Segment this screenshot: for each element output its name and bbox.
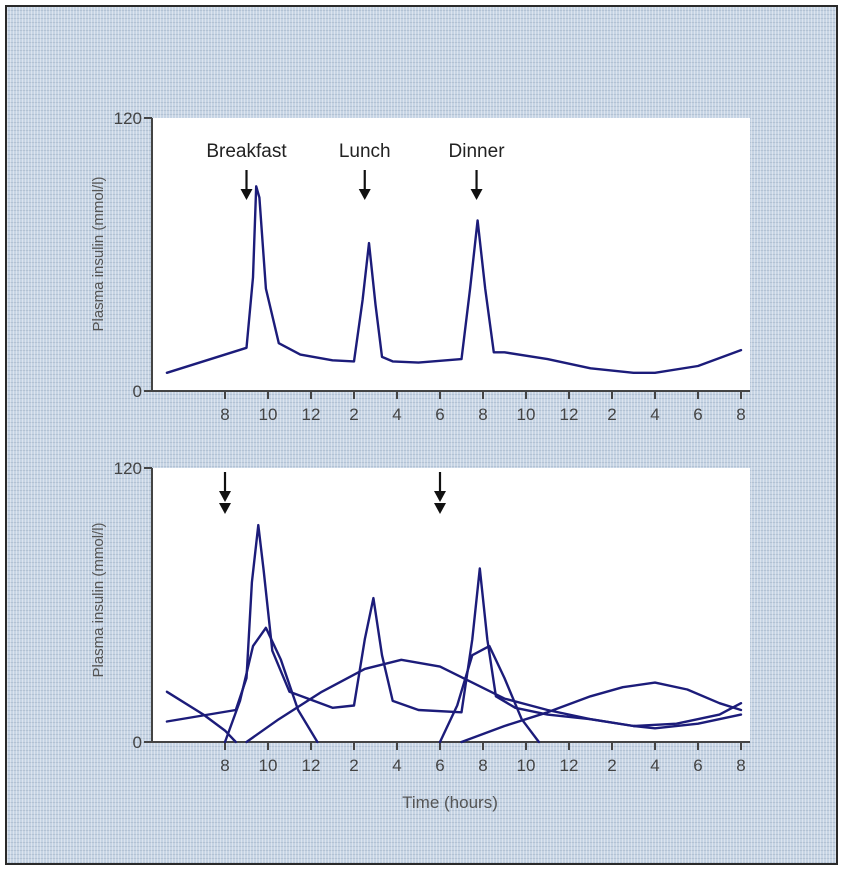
x-tick-label: 6 bbox=[693, 756, 702, 775]
series-line-1 bbox=[165, 185, 743, 374]
series-line-6 bbox=[460, 681, 743, 744]
plot-area bbox=[152, 118, 750, 391]
meal-label: Breakfast bbox=[206, 141, 287, 162]
meal-label: Dinner bbox=[449, 141, 506, 162]
arrow-head bbox=[219, 491, 231, 502]
arrow-head bbox=[434, 503, 446, 514]
y-tick-label: 0 bbox=[133, 733, 142, 752]
annotation-1 bbox=[219, 472, 231, 514]
x-tick-label: 2 bbox=[349, 405, 358, 424]
chart-panel-1: 0 120 8 10 12 2 4 6 8 10 12 2 4 6 8 Plasma insulin (mmo… bbox=[90, 109, 750, 424]
x-tick-label: 6 bbox=[435, 756, 444, 775]
chart-panel-2: 0 120 8 10 12 2 4 6 8 10 12 2 4 6 8 Plasma insulin (mmo… bbox=[90, 459, 750, 812]
x-tick-label: 8 bbox=[736, 756, 745, 775]
y-axis-title: Plasma insulin (mmol/l) bbox=[90, 522, 107, 677]
x-tick-label: 2 bbox=[607, 756, 616, 775]
x-tick-label: 6 bbox=[435, 405, 444, 424]
x-tick-label: 8 bbox=[478, 405, 487, 424]
y-tick-label: 0 bbox=[133, 382, 142, 401]
series-line-2 bbox=[165, 690, 237, 744]
annotation-2 bbox=[434, 472, 446, 514]
series-line-5 bbox=[438, 644, 541, 744]
arrow-head bbox=[240, 189, 253, 200]
arrow-head bbox=[470, 189, 483, 200]
arrow-head bbox=[219, 503, 231, 514]
series-line-1 bbox=[165, 523, 743, 730]
arrow-head bbox=[434, 491, 446, 502]
annotation-1: Breakfast bbox=[206, 141, 287, 200]
y-tick-label: 120 bbox=[114, 459, 142, 478]
x-tick-label: 2 bbox=[349, 756, 358, 775]
annotation-3: Dinner bbox=[449, 141, 506, 200]
y-axis-title: Plasma insulin (mmol/l) bbox=[90, 176, 107, 331]
x-tick-label: 10 bbox=[517, 756, 536, 775]
x-tick-label: 2 bbox=[607, 405, 616, 424]
x-tick-label: 4 bbox=[392, 405, 401, 424]
series-line-3 bbox=[223, 626, 319, 744]
x-tick-label: 12 bbox=[302, 756, 321, 775]
plot-area bbox=[152, 468, 750, 742]
x-tick-label: 12 bbox=[302, 405, 321, 424]
x-tick-label: 10 bbox=[259, 405, 278, 424]
x-tick-label: 8 bbox=[478, 756, 487, 775]
meal-label: Lunch bbox=[339, 141, 391, 162]
x-tick-label: 4 bbox=[650, 405, 659, 424]
annotation-2: Lunch bbox=[339, 141, 391, 200]
x-tick-label: 10 bbox=[517, 405, 536, 424]
x-tick-label: 6 bbox=[693, 405, 702, 424]
x-tick-label: 4 bbox=[392, 756, 401, 775]
series-line-4 bbox=[245, 658, 743, 744]
x-tick-label: 8 bbox=[220, 405, 229, 424]
x-tick-label: 10 bbox=[259, 756, 278, 775]
x-tick-label: 4 bbox=[650, 756, 659, 775]
y-tick-label: 120 bbox=[114, 109, 142, 128]
x-tick-label: 12 bbox=[560, 405, 579, 424]
x-tick-label: 12 bbox=[560, 756, 579, 775]
x-tick-label: 8 bbox=[736, 405, 745, 424]
x-axis-title: Time (hours) bbox=[402, 793, 498, 812]
x-tick-label: 8 bbox=[220, 756, 229, 775]
arrow-head bbox=[358, 189, 371, 200]
